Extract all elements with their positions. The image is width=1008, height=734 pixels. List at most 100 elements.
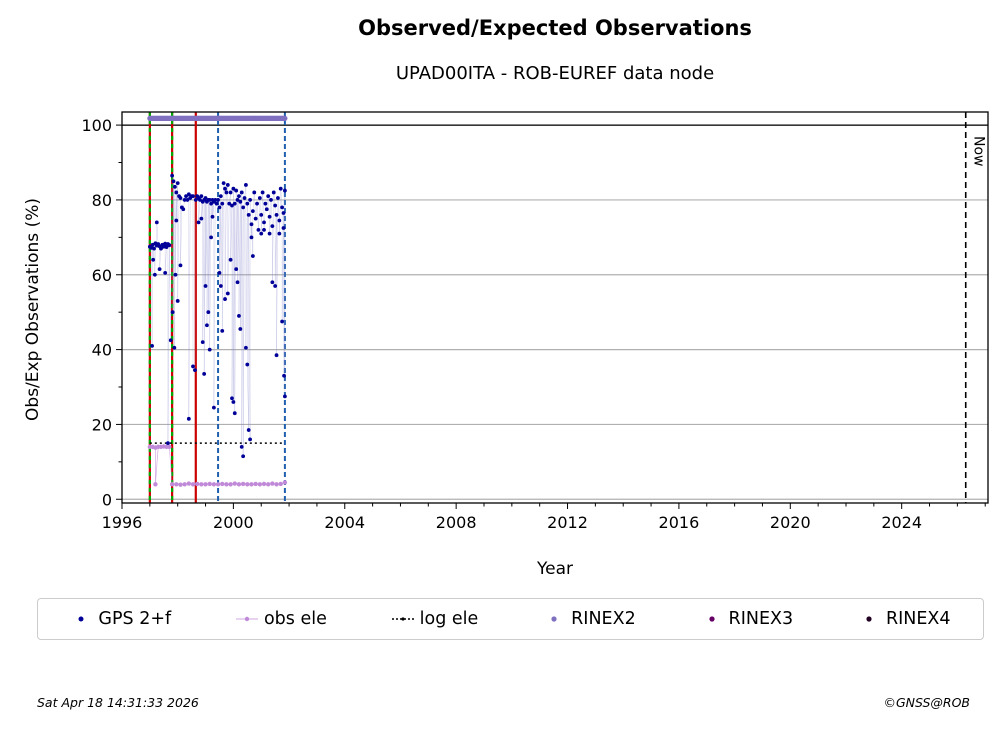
gps-point — [184, 194, 188, 199]
gps-point — [259, 212, 264, 217]
obs-ele-point — [224, 482, 229, 487]
obs-ele-point — [282, 480, 288, 485]
gps-point — [245, 201, 250, 206]
gps-point — [228, 190, 233, 195]
gps-point — [225, 291, 230, 296]
gps-point — [152, 272, 157, 277]
x-tick-label: 2020 — [770, 513, 811, 532]
gps-point — [271, 190, 276, 195]
gps-point — [250, 254, 255, 258]
obs-ele-point — [257, 482, 263, 487]
gps-point — [277, 218, 282, 223]
y-tick-label: 100 — [81, 116, 112, 135]
gps-point — [262, 227, 266, 232]
gps-point — [205, 323, 209, 328]
gps-point — [232, 201, 237, 206]
obs-ele-point — [182, 482, 187, 487]
gps-point — [282, 373, 286, 378]
chart-subtitle: UPAD00ITA - ROB-EUREF data node — [395, 63, 715, 84]
gps-point — [170, 173, 175, 178]
gps-point — [227, 201, 232, 206]
gps-point — [256, 227, 261, 232]
gps-point — [234, 188, 239, 193]
gps-point — [163, 241, 168, 246]
gps-point — [217, 205, 222, 210]
gps-point — [248, 437, 252, 442]
obs-ele-point — [199, 482, 204, 487]
gps-point — [223, 297, 227, 301]
legend-label-gps: GPS 2+f — [98, 609, 172, 629]
gps-point — [267, 231, 272, 236]
gps-point — [230, 396, 234, 401]
obs-ele-point — [261, 481, 267, 487]
gps-point — [273, 284, 278, 288]
legend-item-obs-ele: obs ele — [235, 609, 327, 629]
obs-ele-point — [178, 482, 183, 487]
gps-point — [172, 345, 177, 350]
chart-title: Observed/Expected Observations — [358, 16, 752, 40]
gps-point — [199, 194, 204, 199]
legend-label-rinex2: RINEX2 — [571, 609, 636, 629]
gps-point — [276, 196, 280, 200]
gps-point — [182, 198, 187, 202]
obs-ele-point — [278, 481, 283, 487]
gps-point — [216, 198, 220, 202]
gps-point — [191, 194, 195, 199]
obs-ele-point — [245, 482, 250, 487]
gps-point — [266, 194, 271, 199]
gps-point — [186, 416, 191, 421]
obs-ele-point — [186, 481, 192, 486]
gps-point — [280, 319, 285, 324]
gps-point — [246, 212, 251, 217]
gps-point — [246, 428, 251, 432]
gps-point — [209, 201, 214, 206]
gps-point — [178, 196, 183, 200]
gps-point — [181, 207, 186, 212]
gps-point — [203, 284, 208, 288]
gps-point — [203, 196, 208, 200]
obs-ele-point — [190, 482, 196, 487]
obs-ele-point — [236, 482, 242, 487]
gps-point — [232, 411, 237, 416]
obs-ele-point — [270, 481, 275, 486]
gps-point — [220, 328, 225, 333]
gps-point — [174, 218, 179, 223]
gps-point — [278, 186, 283, 191]
gps-point — [209, 235, 214, 240]
gps-point — [248, 198, 252, 202]
gps-point — [280, 205, 285, 210]
x-tick-label: 2004 — [324, 513, 365, 532]
gps-point — [234, 267, 239, 272]
gps-point — [230, 203, 234, 208]
legend-item-rinex3: RINEX3 — [701, 609, 793, 629]
legend-item-log-ele: log ele — [391, 609, 478, 629]
gps-point — [163, 270, 168, 275]
gps-point — [196, 220, 201, 225]
gps-point — [164, 245, 169, 249]
gps-point — [231, 400, 236, 404]
x-tick-label: 2016 — [659, 513, 700, 532]
gps-point — [193, 368, 197, 373]
gps-point — [239, 444, 244, 449]
gps-point — [221, 181, 226, 185]
gps-point — [218, 194, 223, 199]
gps-point — [264, 207, 269, 212]
gps-point — [244, 345, 248, 350]
gps-point — [175, 299, 180, 303]
legend-item-rinex4: RINEX4 — [858, 609, 951, 629]
gps-point — [207, 198, 212, 202]
gps-point — [171, 179, 176, 184]
gps-point — [235, 280, 240, 285]
gps-point — [273, 203, 278, 208]
x-tick-label: 2000 — [213, 513, 254, 532]
obs-ele-point — [174, 482, 179, 487]
gps-point — [167, 243, 172, 248]
gps-point — [200, 340, 205, 345]
gps-point — [210, 214, 215, 219]
gps-point — [231, 186, 236, 191]
gps-point — [186, 192, 191, 197]
gps-point — [173, 184, 177, 189]
gps-point — [191, 364, 195, 369]
y-tick-label: 40 — [92, 341, 112, 360]
